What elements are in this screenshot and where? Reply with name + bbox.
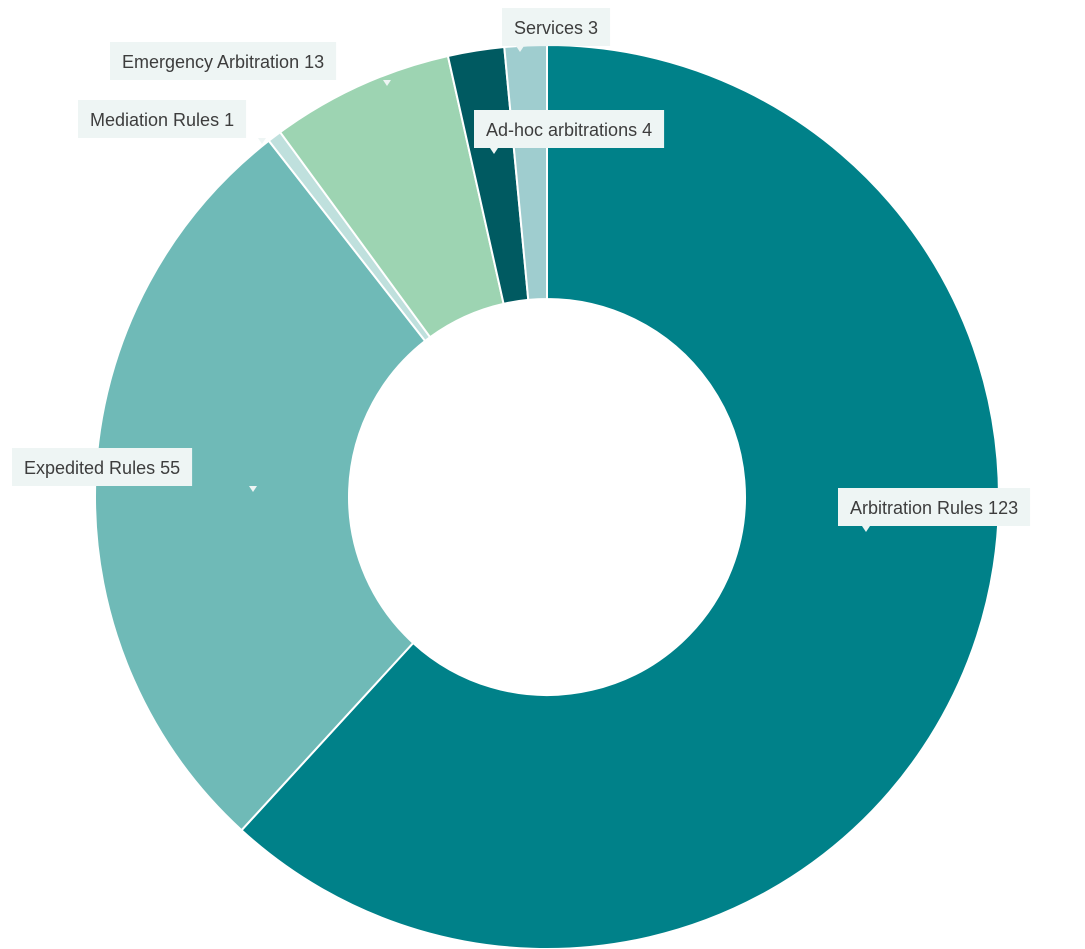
data-label-emergency-arbitration: Emergency Arbitration 13 — [110, 42, 391, 86]
slice-expedited-rules — [94, 139, 427, 832]
data-label-pointer — [862, 526, 870, 532]
data-label-mediation-rules: Mediation Rules 1 — [78, 100, 266, 144]
data-label-box — [838, 488, 1031, 526]
data-label-box — [474, 110, 665, 148]
data-label-text-services: Services 3 — [514, 18, 598, 38]
data-label-box — [502, 8, 611, 46]
data-label-ad-hoc-arbitrations: Ad-hoc arbitrations 4 — [474, 110, 665, 154]
data-label-text-ad-hoc-arbitrations: Ad-hoc arbitrations 4 — [486, 120, 652, 140]
data-label-pointer — [383, 80, 391, 86]
data-label-text-emergency-arbitration: Emergency Arbitration 13 — [122, 52, 324, 72]
data-label-expedited-rules: Expedited Rules 55 — [12, 448, 257, 492]
slices-layer — [94, 43, 1000, 949]
data-label-text-expedited-rules: Expedited Rules 55 — [24, 458, 180, 478]
data-label-services: Services 3 — [502, 8, 611, 52]
data-label-text-mediation-rules: Mediation Rules 1 — [90, 110, 234, 130]
data-label-box — [12, 448, 193, 486]
data-label-pointer — [490, 148, 498, 154]
data-label-box — [78, 100, 247, 138]
data-label-pointer — [258, 138, 266, 144]
data-label-text-arbitration-rules: Arbitration Rules 123 — [850, 498, 1018, 518]
slice-arbitration-rules — [240, 43, 1000, 949]
data-label-pointer — [516, 46, 524, 52]
data-label-arbitration-rules: Arbitration Rules 123 — [838, 488, 1031, 532]
data-label-box — [110, 42, 337, 80]
data-label-pointer — [249, 486, 257, 492]
labels-layer: Arbitration Rules 123 Expedited Rules 55 M… — [12, 8, 1031, 532]
